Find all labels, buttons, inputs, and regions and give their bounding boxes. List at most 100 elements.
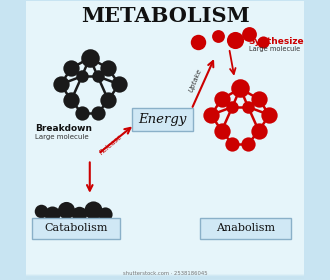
Bar xyxy=(26,110,304,275)
Text: Energy: Energy xyxy=(138,113,186,127)
Bar xyxy=(26,178,304,276)
Point xyxy=(256,129,261,133)
Point xyxy=(238,86,243,91)
Bar xyxy=(26,37,304,274)
Bar xyxy=(26,170,304,276)
Bar xyxy=(26,9,304,274)
Point xyxy=(69,66,74,71)
Bar xyxy=(26,265,304,276)
Bar xyxy=(26,127,304,275)
Text: Uptake: Uptake xyxy=(188,67,203,93)
Point xyxy=(230,142,235,146)
Point xyxy=(116,82,121,87)
Bar xyxy=(26,254,304,276)
Point xyxy=(63,207,69,212)
Point xyxy=(106,66,111,71)
Bar xyxy=(26,82,304,275)
Bar xyxy=(26,116,304,275)
FancyBboxPatch shape xyxy=(32,218,120,239)
Bar xyxy=(26,251,304,276)
Bar xyxy=(26,6,304,274)
Bar xyxy=(26,113,304,275)
Bar xyxy=(26,130,304,275)
Bar xyxy=(26,232,304,276)
Point xyxy=(219,97,224,101)
FancyBboxPatch shape xyxy=(132,108,193,131)
Point xyxy=(246,105,251,109)
Bar xyxy=(26,57,304,274)
Bar xyxy=(26,12,304,274)
Point xyxy=(79,111,84,116)
Bar xyxy=(26,243,304,276)
Bar xyxy=(26,46,304,274)
Bar xyxy=(26,85,304,275)
Bar xyxy=(26,217,304,276)
Bar xyxy=(26,32,304,274)
FancyBboxPatch shape xyxy=(200,218,291,239)
Bar xyxy=(26,18,304,274)
Bar xyxy=(26,4,304,274)
Point xyxy=(196,40,201,45)
Bar xyxy=(26,155,304,275)
Point xyxy=(219,129,224,133)
Text: shutterstock.com · 2538186045: shutterstock.com · 2538186045 xyxy=(123,271,207,276)
Bar xyxy=(26,223,304,276)
Bar xyxy=(26,119,304,275)
Point xyxy=(38,209,44,213)
Point xyxy=(230,105,235,109)
Bar xyxy=(26,108,304,275)
Bar xyxy=(26,200,304,276)
Bar xyxy=(26,34,304,274)
Text: Breakdown: Breakdown xyxy=(35,124,92,133)
Point xyxy=(267,113,272,117)
Text: Large molecule: Large molecule xyxy=(248,46,300,52)
Point xyxy=(76,212,81,216)
Bar xyxy=(26,226,304,276)
Bar xyxy=(26,63,304,274)
Bar xyxy=(26,144,304,275)
Bar xyxy=(26,262,304,276)
Point xyxy=(246,142,251,146)
Bar xyxy=(26,234,304,276)
Bar xyxy=(26,71,304,274)
Point xyxy=(106,98,111,102)
Bar xyxy=(26,167,304,276)
Bar xyxy=(26,80,304,274)
Bar xyxy=(26,77,304,274)
Point xyxy=(95,74,100,79)
Bar xyxy=(26,237,304,276)
Bar xyxy=(26,198,304,276)
Bar xyxy=(26,246,304,276)
Bar xyxy=(26,15,304,274)
Bar xyxy=(26,209,304,276)
Bar xyxy=(26,184,304,276)
Bar xyxy=(26,195,304,276)
Point xyxy=(95,111,100,116)
Bar xyxy=(26,51,304,274)
Point xyxy=(260,40,265,45)
Bar xyxy=(26,260,304,276)
Bar xyxy=(26,161,304,275)
Bar xyxy=(26,172,304,276)
Text: Release: Release xyxy=(98,133,123,155)
Bar xyxy=(26,203,304,276)
Bar xyxy=(26,158,304,275)
Point xyxy=(209,113,214,117)
Bar xyxy=(26,88,304,275)
Point xyxy=(102,212,108,216)
Point xyxy=(246,32,251,36)
Point xyxy=(232,38,237,42)
Bar xyxy=(26,220,304,276)
Bar xyxy=(26,66,304,274)
Bar xyxy=(26,60,304,274)
Bar xyxy=(26,29,304,274)
Bar xyxy=(26,26,304,274)
Bar xyxy=(26,1,304,274)
Bar xyxy=(26,268,304,276)
Bar xyxy=(26,141,304,275)
Point xyxy=(58,82,63,87)
Point xyxy=(87,55,92,60)
Bar xyxy=(26,186,304,276)
Bar xyxy=(26,214,304,276)
Bar xyxy=(26,212,304,276)
